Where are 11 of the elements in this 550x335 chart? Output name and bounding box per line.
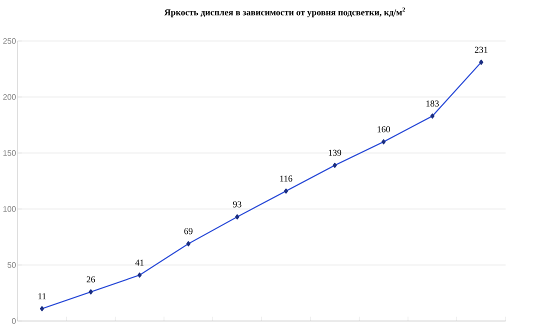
data-label: 11 bbox=[38, 293, 46, 300]
data-label: 41 bbox=[135, 260, 144, 266]
data-label: 26 bbox=[86, 276, 96, 282]
data-label: 69 bbox=[184, 228, 193, 234]
data-label: 116 bbox=[280, 176, 292, 182]
data-label: 183 bbox=[426, 100, 439, 107]
chart-title: Яркость дисплея в зависимости от уровня подсветки, кд/м$^{2}$ bbox=[164, 8, 405, 18]
data-label: 139 bbox=[328, 150, 342, 156]
data-label: 93 bbox=[233, 201, 242, 208]
data-label: 231 bbox=[474, 46, 488, 53]
data-label: 160 bbox=[378, 126, 390, 132]
